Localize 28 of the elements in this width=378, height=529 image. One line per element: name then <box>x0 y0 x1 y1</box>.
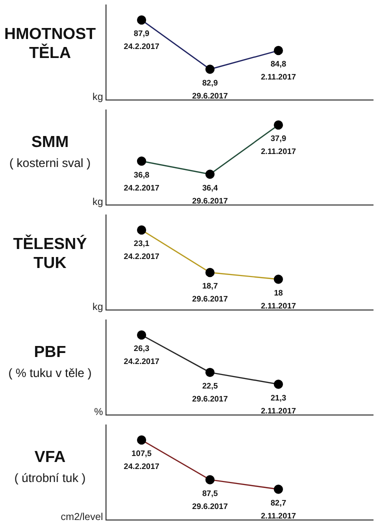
data-label: 84,8 2.11.2017 <box>260 60 297 82</box>
data-label: 87,9 24.2.2017 <box>124 29 160 52</box>
data-label: 36,4 29.6.2017 <box>192 183 228 206</box>
text: ( kosterni sval ) <box>8 155 92 171</box>
text: HMOTNOST TĚLA <box>3 25 97 63</box>
y-axis-title: % <box>94 407 103 418</box>
text: VFA <box>33 448 67 467</box>
data-label: 82,9 29.6.2017 <box>192 78 228 100</box>
text: ( % tuku v těle ) <box>7 365 93 381</box>
data-label: 23,1 24.2.2017 <box>124 239 160 262</box>
data-label: 82,7 2.11.2017 <box>260 498 297 520</box>
data-label: 36,8 24.2.2017 <box>124 170 160 192</box>
y-axis-title: cm2/level <box>60 512 103 523</box>
text: PBF <box>33 343 67 362</box>
data-label: 18 2.11.2017 <box>260 288 297 310</box>
y-axis-title: kg <box>92 197 103 208</box>
data-label: 26,3 24.2.2017 <box>124 344 160 366</box>
data-label: 87,5 29.6.2017 <box>192 488 228 511</box>
data-label: 107,5 24.2.2017 <box>124 449 160 472</box>
data-label: 37,9 2.11.2017 <box>260 134 297 156</box>
data-label: 22,5 29.6.2017 <box>192 382 228 404</box>
y-axis-title: kg <box>92 302 103 313</box>
y-axis-title: kg <box>92 92 103 103</box>
data-label: 18,7 29.6.2017 <box>192 282 228 304</box>
data-label: 21,3 2.11.2017 <box>260 393 297 416</box>
text: TĚLESNÝ TUK <box>12 235 88 273</box>
text: SMM <box>30 133 70 152</box>
text: ( útrobní tuk ) <box>13 470 87 486</box>
